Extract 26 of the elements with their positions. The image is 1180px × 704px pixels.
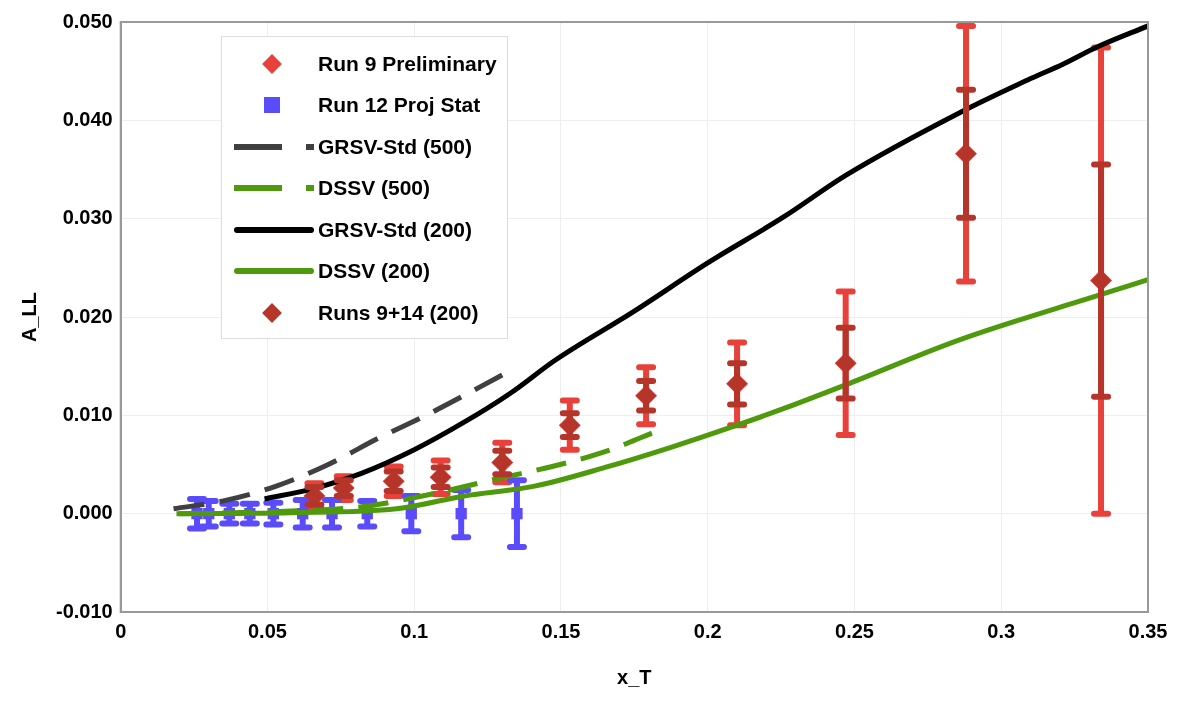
x-tick-label: 0.15 bbox=[541, 619, 581, 642]
legend-label: Run 9 Preliminary bbox=[318, 51, 497, 76]
y-tick-label: -0.010 bbox=[55, 599, 113, 622]
x-tick-label: 0.35 bbox=[1128, 619, 1168, 642]
y-tick-label: 0.040 bbox=[62, 107, 113, 130]
point bbox=[455, 508, 467, 520]
y-tick-label: 0.010 bbox=[62, 402, 113, 425]
y-tick-label: 0.030 bbox=[62, 206, 113, 229]
legend-label: Runs 9+14 (200) bbox=[318, 300, 479, 325]
y-axis-title: A_LL bbox=[17, 292, 40, 342]
y-tick-label: 0.050 bbox=[62, 9, 113, 32]
y-tick-label: 0.000 bbox=[62, 501, 113, 524]
y-tick-label: 0.020 bbox=[62, 304, 113, 327]
point bbox=[511, 508, 523, 520]
x-tick-label: 0.05 bbox=[248, 619, 287, 642]
x-tick-label: 0.25 bbox=[835, 619, 874, 642]
x-tick-label: 0.3 bbox=[987, 619, 1016, 642]
legend-label: Run 12 Proj Stat bbox=[318, 93, 481, 118]
legend-label: GRSV-Std (500) bbox=[318, 134, 473, 159]
x-tick-label: 0.2 bbox=[693, 619, 722, 642]
legend-label: GRSV-Std (200) bbox=[318, 217, 473, 242]
legend-label: DSSV (200) bbox=[318, 259, 431, 284]
x-tick-label: 0.1 bbox=[400, 619, 429, 642]
x-axis-title: x_T bbox=[617, 665, 652, 688]
x-tick-label: 0 bbox=[115, 619, 127, 642]
legend-label: DSSV (500) bbox=[318, 176, 431, 201]
